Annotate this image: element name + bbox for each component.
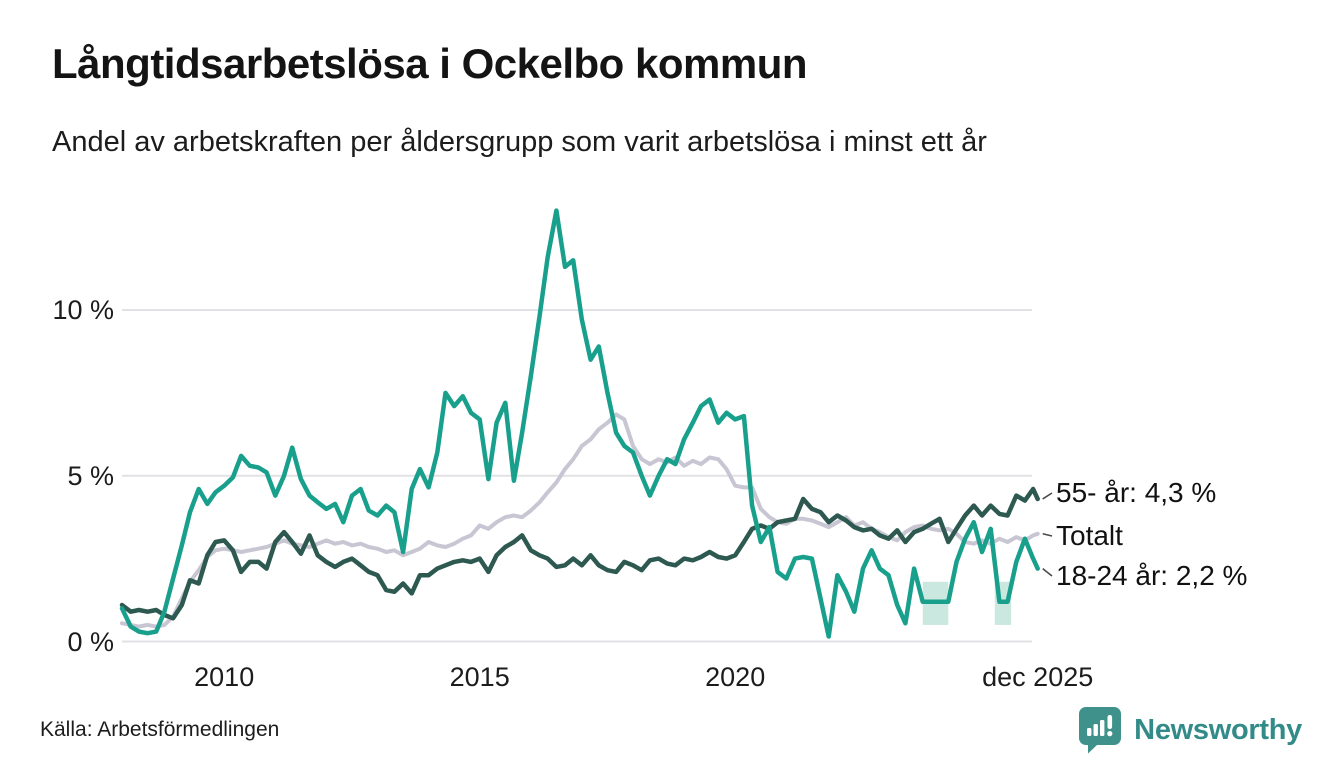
chart-subtitle: Andel av arbetskraften per åldersgrupp s… bbox=[52, 126, 987, 158]
label-connector bbox=[1042, 567, 1053, 577]
x-tick-label: dec 2025 bbox=[982, 662, 1094, 692]
x-tick-label: 2015 bbox=[449, 662, 510, 692]
page-title: Långtidsarbetslösa i Ockelbo kommun bbox=[52, 40, 808, 87]
series-line-55- år bbox=[119, 486, 1040, 621]
newsworthy-logo-icon bbox=[1079, 707, 1122, 754]
x-tick-label: 2010 bbox=[194, 662, 255, 692]
source-note: Källa: Arbetsförmedlingen bbox=[40, 718, 280, 741]
series-line-18-24 år bbox=[119, 208, 1040, 639]
series-label-18-24: 18-24 år: 2,2 % bbox=[1056, 560, 1248, 591]
newsworthy-wordmark: Newsworthy bbox=[1134, 713, 1302, 746]
y-tick-label: 0 % bbox=[67, 626, 114, 657]
newsworthy-logo: Newsworthy bbox=[1078, 706, 1302, 754]
label-connector bbox=[1042, 492, 1053, 500]
series-label-total: Totalt bbox=[1056, 520, 1123, 551]
y-tick-label: 10 % bbox=[52, 295, 114, 325]
x-tick-label: 2020 bbox=[705, 662, 766, 692]
series-line-Totalt bbox=[120, 412, 1040, 629]
y-tick-label: 5 % bbox=[67, 460, 114, 491]
label-connector bbox=[1042, 532, 1053, 537]
series-label-55: 55- år: 4,3 % bbox=[1056, 477, 1217, 508]
